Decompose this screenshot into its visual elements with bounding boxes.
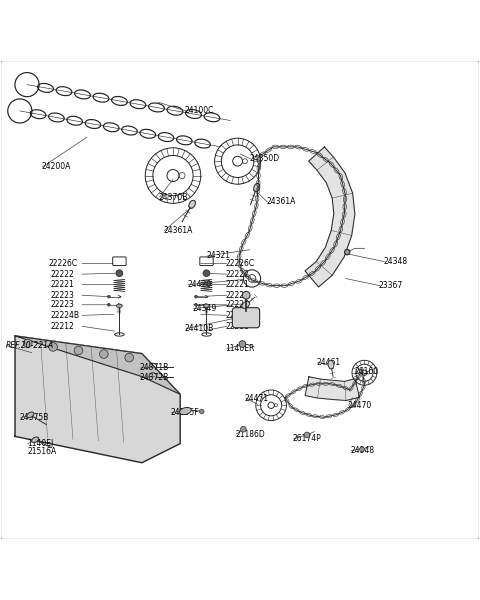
Text: 24372B: 24372B: [140, 373, 169, 382]
Ellipse shape: [253, 184, 260, 191]
Text: 1140EJ: 1140EJ: [27, 439, 53, 448]
Circle shape: [125, 353, 133, 362]
Text: 24355F: 24355F: [170, 408, 199, 417]
Ellipse shape: [117, 304, 122, 307]
Text: 1140ER: 1140ER: [226, 344, 255, 353]
Ellipse shape: [242, 301, 250, 308]
Polygon shape: [15, 336, 180, 463]
Text: 22224B: 22224B: [51, 311, 80, 320]
Circle shape: [74, 346, 83, 355]
Ellipse shape: [180, 407, 192, 415]
Text: 24100C: 24100C: [185, 106, 215, 115]
Ellipse shape: [204, 304, 209, 307]
Circle shape: [194, 304, 197, 306]
Text: 24410B: 24410B: [185, 324, 214, 333]
Text: 24420: 24420: [187, 280, 212, 289]
Text: 21516A: 21516A: [27, 447, 56, 456]
Text: 24348: 24348: [384, 257, 408, 266]
Text: 24348: 24348: [350, 446, 374, 455]
Ellipse shape: [189, 200, 195, 208]
Text: 24470: 24470: [348, 401, 372, 410]
Text: 26174P: 26174P: [293, 434, 322, 443]
Text: 24471: 24471: [245, 394, 269, 403]
Circle shape: [239, 341, 246, 347]
Text: 24461: 24461: [317, 358, 341, 367]
Ellipse shape: [27, 412, 34, 418]
Text: 22226C: 22226C: [226, 259, 255, 268]
Text: 24361A: 24361A: [266, 197, 296, 206]
Text: 22221: 22221: [226, 280, 250, 289]
Text: 22223: 22223: [226, 291, 250, 300]
Circle shape: [49, 343, 58, 351]
Circle shape: [194, 295, 197, 298]
Text: 21186D: 21186D: [235, 430, 265, 439]
Text: 24371B: 24371B: [140, 364, 169, 373]
Circle shape: [304, 432, 310, 438]
Text: 24200A: 24200A: [41, 163, 71, 172]
Ellipse shape: [328, 361, 334, 369]
Text: 22226C: 22226C: [48, 259, 78, 268]
Text: 22223: 22223: [226, 300, 250, 309]
Ellipse shape: [32, 437, 39, 443]
Text: 22221: 22221: [51, 280, 75, 289]
Circle shape: [240, 427, 246, 432]
Text: 24375B: 24375B: [20, 413, 49, 422]
Text: 24349: 24349: [192, 304, 216, 313]
Circle shape: [99, 350, 108, 358]
Circle shape: [242, 292, 250, 299]
Text: 22211: 22211: [226, 322, 250, 331]
Circle shape: [344, 249, 350, 255]
Circle shape: [203, 270, 210, 277]
Text: REF.20-221A: REF.20-221A: [5, 341, 54, 350]
Text: 24350D: 24350D: [250, 154, 280, 163]
Text: 26160: 26160: [355, 367, 379, 376]
FancyBboxPatch shape: [232, 308, 260, 328]
Circle shape: [345, 250, 349, 254]
Circle shape: [108, 295, 110, 298]
Polygon shape: [305, 377, 360, 400]
Circle shape: [24, 339, 32, 348]
Circle shape: [360, 447, 364, 452]
Text: 24321: 24321: [206, 251, 230, 260]
Text: 24361A: 24361A: [163, 226, 193, 235]
Circle shape: [108, 304, 110, 306]
Text: 22222: 22222: [226, 269, 250, 278]
Text: 22223: 22223: [51, 291, 75, 300]
Circle shape: [116, 270, 123, 277]
Text: 24370B: 24370B: [158, 193, 188, 202]
Circle shape: [199, 409, 204, 414]
Text: 22222: 22222: [51, 269, 75, 278]
Text: 22223: 22223: [51, 300, 75, 309]
Text: 22212: 22212: [51, 322, 75, 331]
Text: 23367: 23367: [379, 281, 403, 290]
Text: 22224B: 22224B: [226, 311, 255, 320]
Polygon shape: [15, 336, 180, 394]
Polygon shape: [305, 147, 355, 287]
